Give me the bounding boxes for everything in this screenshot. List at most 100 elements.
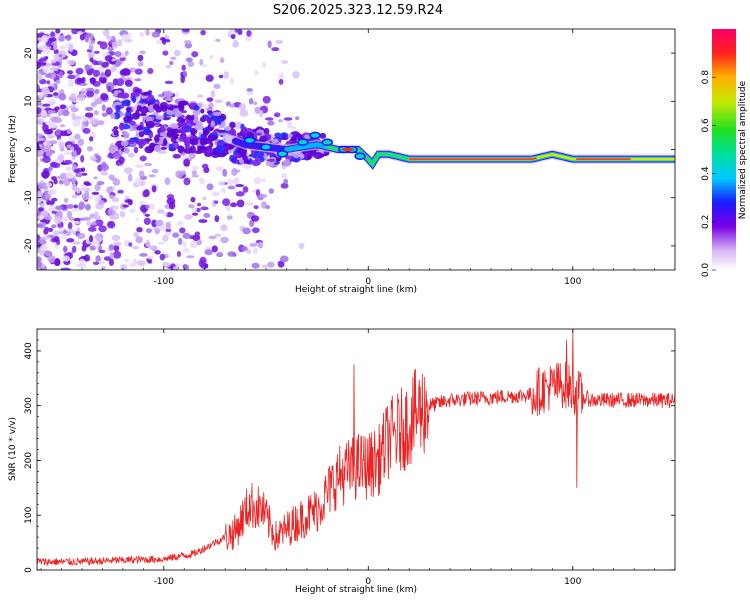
spectrogram-noise-cell (295, 116, 300, 120)
spectrogram-noise-cell (164, 80, 174, 85)
spectrogram-noise-cell (47, 189, 57, 196)
spectrogram-noise-cell (47, 166, 53, 172)
spectrogram-noise-cell (72, 241, 81, 245)
snr-frame (36, 328, 676, 571)
spectrogram-noise-cell (194, 231, 201, 237)
spectrogram-noise-cell (175, 91, 180, 99)
spectrogram-noise-cell (55, 175, 65, 180)
spectrogram-noise-cell (110, 65, 118, 72)
spectrogram-noise-cell (47, 134, 55, 139)
spectrogram-noise-cell (46, 80, 51, 85)
spectrogram-blob (138, 113, 147, 117)
spectrogram-noise-cell (222, 168, 228, 177)
spectrogram-blob (274, 132, 282, 138)
spectrogram-blob (254, 150, 265, 159)
spectrogram-noise-cell (88, 44, 94, 51)
spectrogram-noise-cell (184, 214, 193, 220)
spectrogram-noise-cell (37, 137, 46, 142)
spectrogram-noise-cell (232, 39, 239, 48)
spectrogram-noise-cell (165, 64, 172, 69)
spectrogram-noise-cell (53, 67, 58, 72)
spectrogram-noise-cell (44, 226, 49, 231)
spectrogram-noise-cell (37, 101, 43, 106)
spectrogram-noise-cell (66, 128, 72, 135)
spectrogram-noise-cell (124, 258, 130, 262)
spectrogram-noise-cell (203, 104, 208, 109)
spectrogram-noise-cell (77, 93, 86, 102)
spectrogram-noise-cell (206, 97, 214, 102)
spectrogram-noise-cell (101, 112, 108, 117)
spectrogram-noise-cell (50, 224, 57, 229)
spectrogram-noise-cell (182, 232, 191, 239)
spectrogram-noise-cell (198, 177, 206, 185)
spectrogram-blob (186, 119, 194, 124)
spectrogram-noise-cell (101, 104, 106, 112)
spectrogram-blob (177, 98, 185, 102)
spectrogram-blob (252, 155, 257, 159)
spectrogram-noise-cell (108, 244, 115, 250)
spectrogram-noise-cell (162, 50, 169, 56)
spectrogram-noise-cell (283, 178, 289, 185)
spectrogram-noise-cell (128, 242, 133, 247)
snr-ytick-label: 100 (24, 506, 34, 523)
spectrogram-blob (119, 112, 126, 117)
spectrogram-noise-cell (164, 177, 171, 185)
spectrogram-noise-cell (145, 239, 151, 248)
spectrogram-noise-cell (248, 98, 254, 105)
spectrogram-noise-cell (87, 226, 97, 232)
spectrogram-noise-cell (252, 101, 258, 106)
spectrogram-noise-cell (120, 33, 130, 42)
spectrogram-blob (155, 115, 165, 120)
spectrogram-noise-cell (53, 230, 60, 237)
spectrogram-noise-cell (86, 146, 94, 152)
spectrogram-noise-cell (72, 150, 77, 157)
spectrogram-noise-cell (206, 183, 214, 191)
spectrogram-peak-blob (341, 147, 354, 152)
spectrogram-noise-cell (135, 217, 140, 221)
spectrogram-noise-cell (159, 253, 166, 261)
spectrogram-noise-cell (200, 206, 209, 211)
spectrogram-noise-cell (86, 221, 92, 227)
spectrogram-noise-cell (57, 154, 65, 162)
spectrogram-blob (295, 133, 303, 138)
spectrogram-blob (184, 142, 191, 150)
spectrogram-ytick-label: -20 (24, 238, 34, 253)
spectrogram-noise-cell (61, 110, 70, 117)
spectrogram-noise-cell (156, 39, 163, 45)
spectrogram-noise-cell (66, 204, 75, 209)
spectrogram-noise-cell (198, 219, 208, 224)
spectrogram-blob (131, 96, 137, 103)
spectrogram-noise-cell (56, 129, 61, 137)
spectrogram-noise-cell (292, 70, 300, 79)
spectrogram-blob (190, 130, 196, 136)
spectrogram-blob (138, 100, 146, 104)
spectrogram-noise-cell (175, 170, 184, 179)
spectrogram-noise-cell (187, 61, 195, 68)
spectrogram-noise-cell (277, 260, 285, 268)
spectrogram-noise-cell (251, 227, 260, 234)
spectrogram-noise-cell (133, 232, 139, 238)
spectrogram-blob (121, 101, 131, 107)
spectrogram-noise-cell (137, 54, 144, 62)
spectrogram-noise-cell (37, 83, 40, 90)
spectrogram-noise-cell (50, 31, 55, 37)
spectrogram-blob (139, 105, 149, 114)
spectrogram-strong-blob (297, 138, 309, 146)
spectrogram-blob (166, 130, 174, 138)
colorbar-label: Normalized spectral amplitude (738, 80, 748, 219)
spectrogram-noise-cell (176, 250, 181, 258)
spectrogram-noise-cell (98, 60, 103, 64)
spectrogram-noise-cell (39, 244, 48, 251)
spectrogram-noise-cell (75, 73, 80, 78)
spectrogram-noise-cell (281, 172, 288, 179)
spectrogram-noise-cell (37, 223, 44, 228)
spectrogram-noise-cell (237, 29, 243, 36)
snr-ytick-label: 0 (24, 567, 34, 573)
spectrogram-noise-cell (183, 158, 191, 167)
snr-xtick-label: -100 (154, 577, 175, 587)
spectrogram-noise-cell (231, 179, 239, 185)
spectrogram-noise-cell (191, 170, 198, 176)
spectrogram-noise-cell (43, 145, 52, 154)
spectrogram-noise-cell (145, 29, 150, 36)
spectrogram-noise-cell (62, 217, 68, 223)
